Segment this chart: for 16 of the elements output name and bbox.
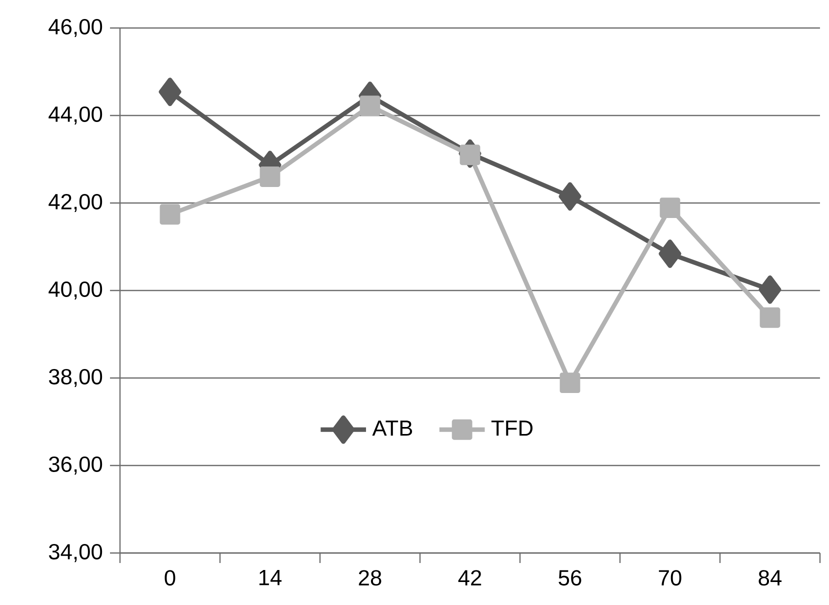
x-tick-label: 0 xyxy=(164,570,176,586)
legend-label: ATB xyxy=(372,420,412,436)
y-tick-label: 40,00 xyxy=(48,281,102,300)
x-tick-label: 42 xyxy=(458,570,482,586)
y-tick-label: 44,00 xyxy=(48,106,102,125)
legend-label: TFD xyxy=(491,420,532,436)
x-tick-label: 70 xyxy=(658,570,682,586)
y-tick-label: 36,00 xyxy=(48,456,102,475)
y-tick-label: 34,00 xyxy=(48,544,102,562)
x-tick-label: 28 xyxy=(358,570,382,586)
x-tick-label: 56 xyxy=(558,570,582,586)
y-tick-label: 38,00 xyxy=(48,368,102,388)
y-tick-label: 42,00 xyxy=(48,194,102,212)
y-tick-label: 46,00 xyxy=(48,18,102,38)
x-tick-label: 84 xyxy=(758,570,782,586)
x-tick-label: 14 xyxy=(259,570,282,586)
